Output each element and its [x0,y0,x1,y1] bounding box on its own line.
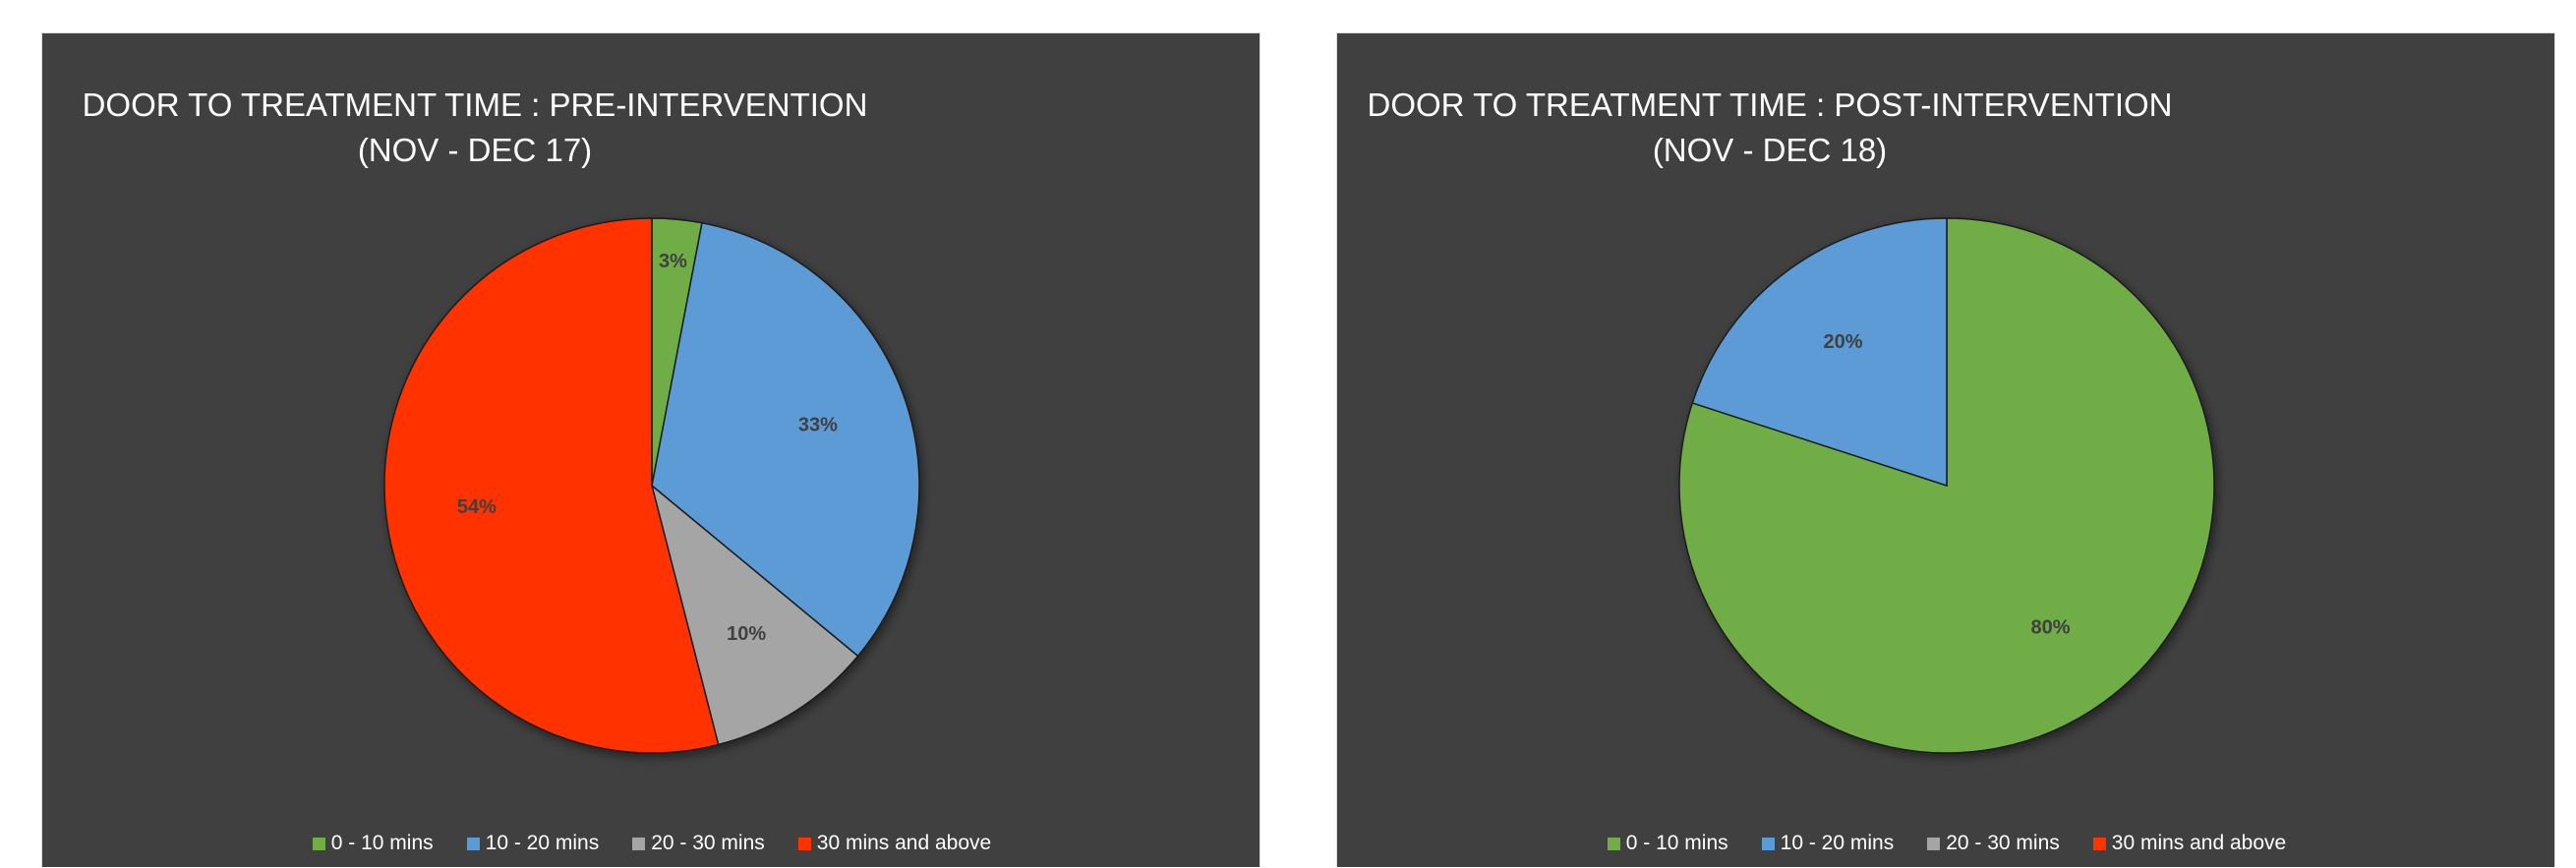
pie-slices [1678,217,2215,754]
pie-slice-2 [1691,217,1948,488]
legend-item: 20 - 30 mins [632,832,765,855]
legend-label: 20 - 30 mins [651,832,765,854]
chart-title-line: DOOR TO TREATMENT TIME : PRE-INTERVENTIO… [82,87,868,123]
legend-label: 0 - 10 mins [1625,832,1728,854]
legend-item: 20 - 30 mins [1927,832,2060,855]
data-label: 33% [798,414,838,435]
pie-chart: 3% 33% 10% 54% [383,217,920,754]
legend-label: 30 mins and above [2111,832,2287,854]
chart-title: DOOR TO TREATMENT TIME : POST-INTERVENTI… [1337,83,2202,173]
pie-chart: 80% 20% [1678,217,2215,754]
chart-title-line: DOOR TO TREATMENT TIME : POST-INTERVENTI… [1367,87,2173,123]
pie-slice-2 [651,221,920,658]
pie-slices [383,217,920,754]
legend-item: 30 mins and above [797,832,992,855]
legend-label: 30 mins and above [816,832,992,854]
pie-slice-4 [383,217,720,754]
legend-swatch [1927,837,1941,850]
legend-swatch [466,837,480,850]
legend-label: 0 - 10 mins [330,832,434,854]
data-label: 3% [659,251,687,272]
data-label: 20% [1823,331,1862,353]
data-label: 54% [457,496,497,518]
legend-swatch [1607,837,1620,850]
legend-label: 20 - 30 mins [1946,832,2060,854]
legend-item: 10 - 20 mins [1761,832,1895,855]
legend-swatch [1761,837,1775,850]
legend: 0 - 10 mins 10 - 20 mins 20 - 30 mins 30… [42,832,1261,855]
chart-subtitle: (NOV - DEC 18) [1652,132,1888,168]
chart-panel-post-intervention: DOOR TO TREATMENT TIME : POST-INTERVENTI… [1336,32,2555,867]
pie-slice-3 [650,483,859,746]
chart-panel-pre-intervention: DOOR TO TREATMENT TIME : PRE-INTERVENTIO… [41,32,1260,867]
legend-swatch [632,837,646,850]
legend-item: 0 - 10 mins [312,832,434,855]
legend: 0 - 10 mins 10 - 20 mins 20 - 30 mins 30… [1337,832,2556,855]
legend-swatch [797,837,811,850]
legend-item: 10 - 20 mins [466,832,600,855]
data-label: 10% [727,623,766,645]
data-label: 80% [2031,617,2071,639]
chart-title: DOOR TO TREATMENT TIME : PRE-INTERVENTIO… [42,83,907,173]
legend-item: 30 mins and above [2092,832,2287,855]
legend-swatch [2092,837,2106,850]
legend-label: 10 - 20 mins [485,832,600,854]
chart-subtitle: (NOV - DEC 17) [357,132,593,168]
legend-swatch [312,837,325,850]
legend-label: 10 - 20 mins [1780,832,1895,854]
legend-item: 0 - 10 mins [1607,832,1728,855]
